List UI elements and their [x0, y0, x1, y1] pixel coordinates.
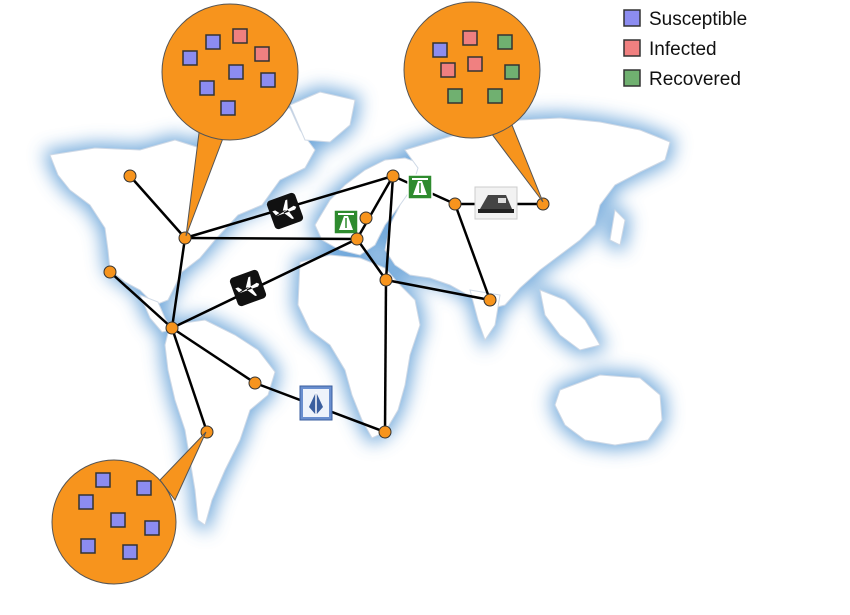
susceptible-swatch: [623, 9, 641, 27]
network-edge: [109, 271, 173, 329]
individual-square: [78, 494, 94, 510]
individual-square: [432, 42, 448, 58]
individual-square: [95, 472, 111, 488]
city-nodes: [103, 169, 550, 439]
network-edge: [385, 278, 491, 302]
individual-square: [504, 64, 520, 80]
highway-icon: [407, 174, 433, 200]
network-edge: [129, 175, 186, 239]
population-bubble-south-america: [51, 431, 207, 585]
network-edge: [355, 175, 395, 240]
individual-square: [462, 30, 478, 46]
city-node: [379, 273, 393, 287]
population-bubbles: [51, 1, 544, 585]
individual-square: [122, 544, 138, 560]
city-node: [483, 293, 497, 307]
individual-square: [220, 100, 236, 116]
recovered-swatch: [623, 69, 641, 87]
individual-square: [199, 80, 215, 96]
individual-square: [144, 520, 160, 536]
network-edge: [384, 175, 395, 281]
city-node: [378, 425, 392, 439]
world-map-land: [49, 91, 671, 526]
legend-item-susceptible: Susceptible: [623, 9, 747, 30]
individual-square: [110, 512, 126, 528]
city-node: [178, 231, 192, 245]
network-edge: [453, 203, 492, 301]
africa-shape: [297, 254, 421, 439]
city-node: [386, 169, 400, 183]
legend: Susceptible Infected Recovered: [623, 9, 747, 90]
network-edge: [170, 237, 187, 329]
population-bubble-north-america: [161, 3, 299, 237]
population-bubble-asia: [403, 1, 544, 203]
individual-square: [487, 88, 503, 104]
southeast-asia-shape: [539, 289, 601, 351]
individual-square: [497, 34, 513, 50]
south-america-shape: [164, 319, 276, 526]
legend-label-infected: Infected: [649, 39, 717, 60]
infected-swatch: [623, 39, 641, 57]
city-node: [103, 265, 117, 279]
greenland-shape: [289, 91, 356, 143]
highway-icon: [333, 209, 359, 235]
legend-label-susceptible: Susceptible: [649, 9, 747, 30]
individual-square: [136, 480, 152, 496]
legend-item-infected: Infected: [623, 39, 717, 60]
individual-square: [254, 46, 270, 62]
city-node: [123, 169, 137, 183]
city-node: [350, 232, 364, 246]
individual-square: [232, 28, 248, 44]
city-node: [248, 376, 262, 390]
network-edge: [171, 326, 256, 385]
train-icon: [474, 186, 518, 220]
asia-shape: [384, 117, 671, 311]
transport-icons: [229, 174, 518, 421]
network-edge: [171, 237, 358, 330]
city-node: [536, 197, 550, 211]
individual-square: [440, 62, 456, 78]
individual-square: [447, 88, 463, 104]
network-edge: [170, 327, 209, 433]
individual-square: [182, 50, 198, 66]
network-edge: [184, 236, 358, 241]
individual-square: [467, 56, 483, 72]
city-node: [448, 197, 462, 211]
individual-square: [228, 64, 244, 80]
japan-shape: [609, 208, 626, 246]
city-node: [165, 321, 179, 335]
individual-square: [205, 34, 221, 50]
legend-label-recovered: Recovered: [649, 69, 741, 90]
individual-square: [80, 538, 96, 554]
individual-square: [260, 72, 276, 88]
network-edge: [355, 238, 388, 281]
network-edge: [383, 279, 388, 433]
airplane-icon: [229, 269, 267, 307]
city-node: [359, 211, 373, 225]
ship-icon: [299, 385, 333, 421]
airplane-icon: [266, 192, 304, 230]
australia-shape: [554, 374, 663, 446]
legend-item-recovered: Recovered: [623, 69, 741, 90]
